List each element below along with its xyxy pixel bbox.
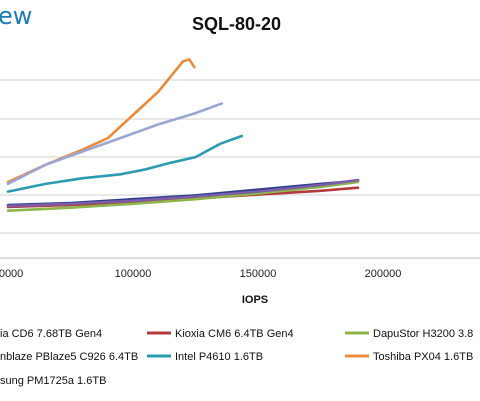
x-tick-label: 00000 xyxy=(0,268,23,280)
series-line-2 xyxy=(6,180,360,212)
legend: ia CD6 7.68TB Gen4 Kioxia CM6 6.4TB Gen4 D… xyxy=(0,328,473,387)
legend-entry: Toshiba PX04 1.6TB xyxy=(373,351,473,363)
legend-entry: sung PM1725a 1.6TB xyxy=(0,375,106,387)
series-line-4 xyxy=(6,134,244,193)
legend-entry: nblaze PBlaze5 C926 6.4TB xyxy=(0,351,138,363)
series-line-6 xyxy=(6,102,224,186)
legend-entry: DapuStor H3200 3.8 xyxy=(373,328,473,340)
legend-entry: Intel P4610 1.6TB xyxy=(175,351,263,363)
brand-logo: ew xyxy=(0,2,33,30)
x-axis-label: IOPS xyxy=(242,294,268,306)
legend-entry: Kioxia CM6 6.4TB Gen4 xyxy=(175,328,294,340)
x-tick-label: 100000 xyxy=(115,268,152,280)
legend-entry: ia CD6 7.68TB Gen4 xyxy=(0,328,102,340)
gridlines xyxy=(0,79,480,259)
chart-title: SQL-80-20 xyxy=(192,14,282,34)
x-tick-label: 150000 xyxy=(240,268,277,280)
x-tick-labels: 00000 100000 150000 200000 xyxy=(0,268,401,280)
x-tick-label: 200000 xyxy=(365,268,402,280)
series-layer xyxy=(6,58,360,212)
series-line-3 xyxy=(6,178,360,208)
